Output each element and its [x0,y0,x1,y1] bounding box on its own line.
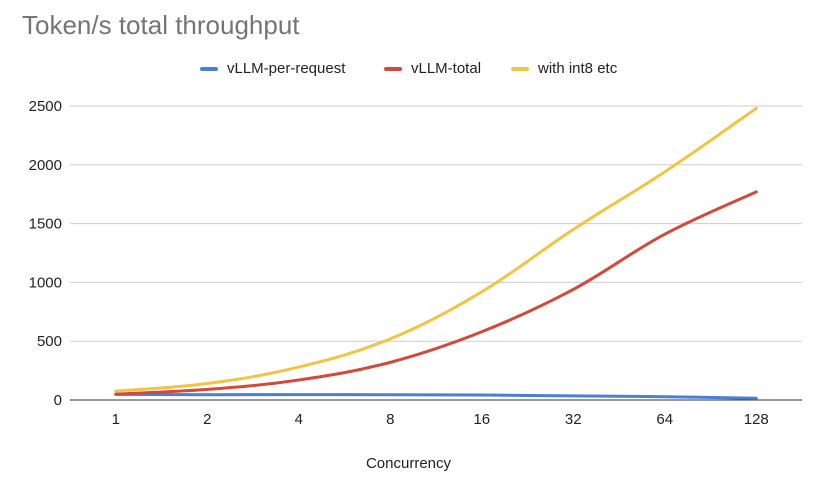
chart-title: Token/s total throughput [22,10,300,40]
x-tick-label: 128 [744,411,769,428]
legend-swatch-with-int8-etc [511,66,529,71]
x-axis-title: Concurrency [365,455,452,472]
y-tick-label: 0 [54,392,62,409]
legend-label-vllm-total: vLLM-total [411,60,482,77]
series-line-vllm-total [114,190,758,396]
legend-label-with-int8-etc: with int8 etc [538,60,618,77]
y-tick-label: 1500 [29,216,62,233]
x-tick-label: 4 [295,411,303,428]
y-tick-label: 500 [37,333,62,350]
legend-swatch-vllm-per-request [200,66,218,71]
y-tick-label: 1000 [29,274,62,291]
y-tick-label: 2000 [29,157,62,174]
legend-label-vllm-per-request: vLLM-per-request [227,60,346,77]
legend-item-vllm-per-request: vLLM-per-request [200,60,345,77]
x-tick-label: 1 [112,411,120,428]
legend-swatch-vllm-total [384,66,402,71]
series-line-with-int8-etc [114,106,758,393]
x-tick-label: 32 [565,411,582,428]
legend-item-with-int8-etc: with int8 etc [511,60,617,77]
y-tick-label: 2500 [29,98,62,115]
x-tick-label: 8 [386,411,394,428]
x-tick-label: 64 [656,411,673,428]
legend-item-vllm-total: vLLM-total [384,60,481,77]
series-line-vllm-per-request [114,392,758,400]
x-tick-label: 16 [473,411,490,428]
chart-legend: vLLM-per-request vLLM-total with int8 et… [0,60,817,80]
x-tick-label: 2 [203,411,211,428]
